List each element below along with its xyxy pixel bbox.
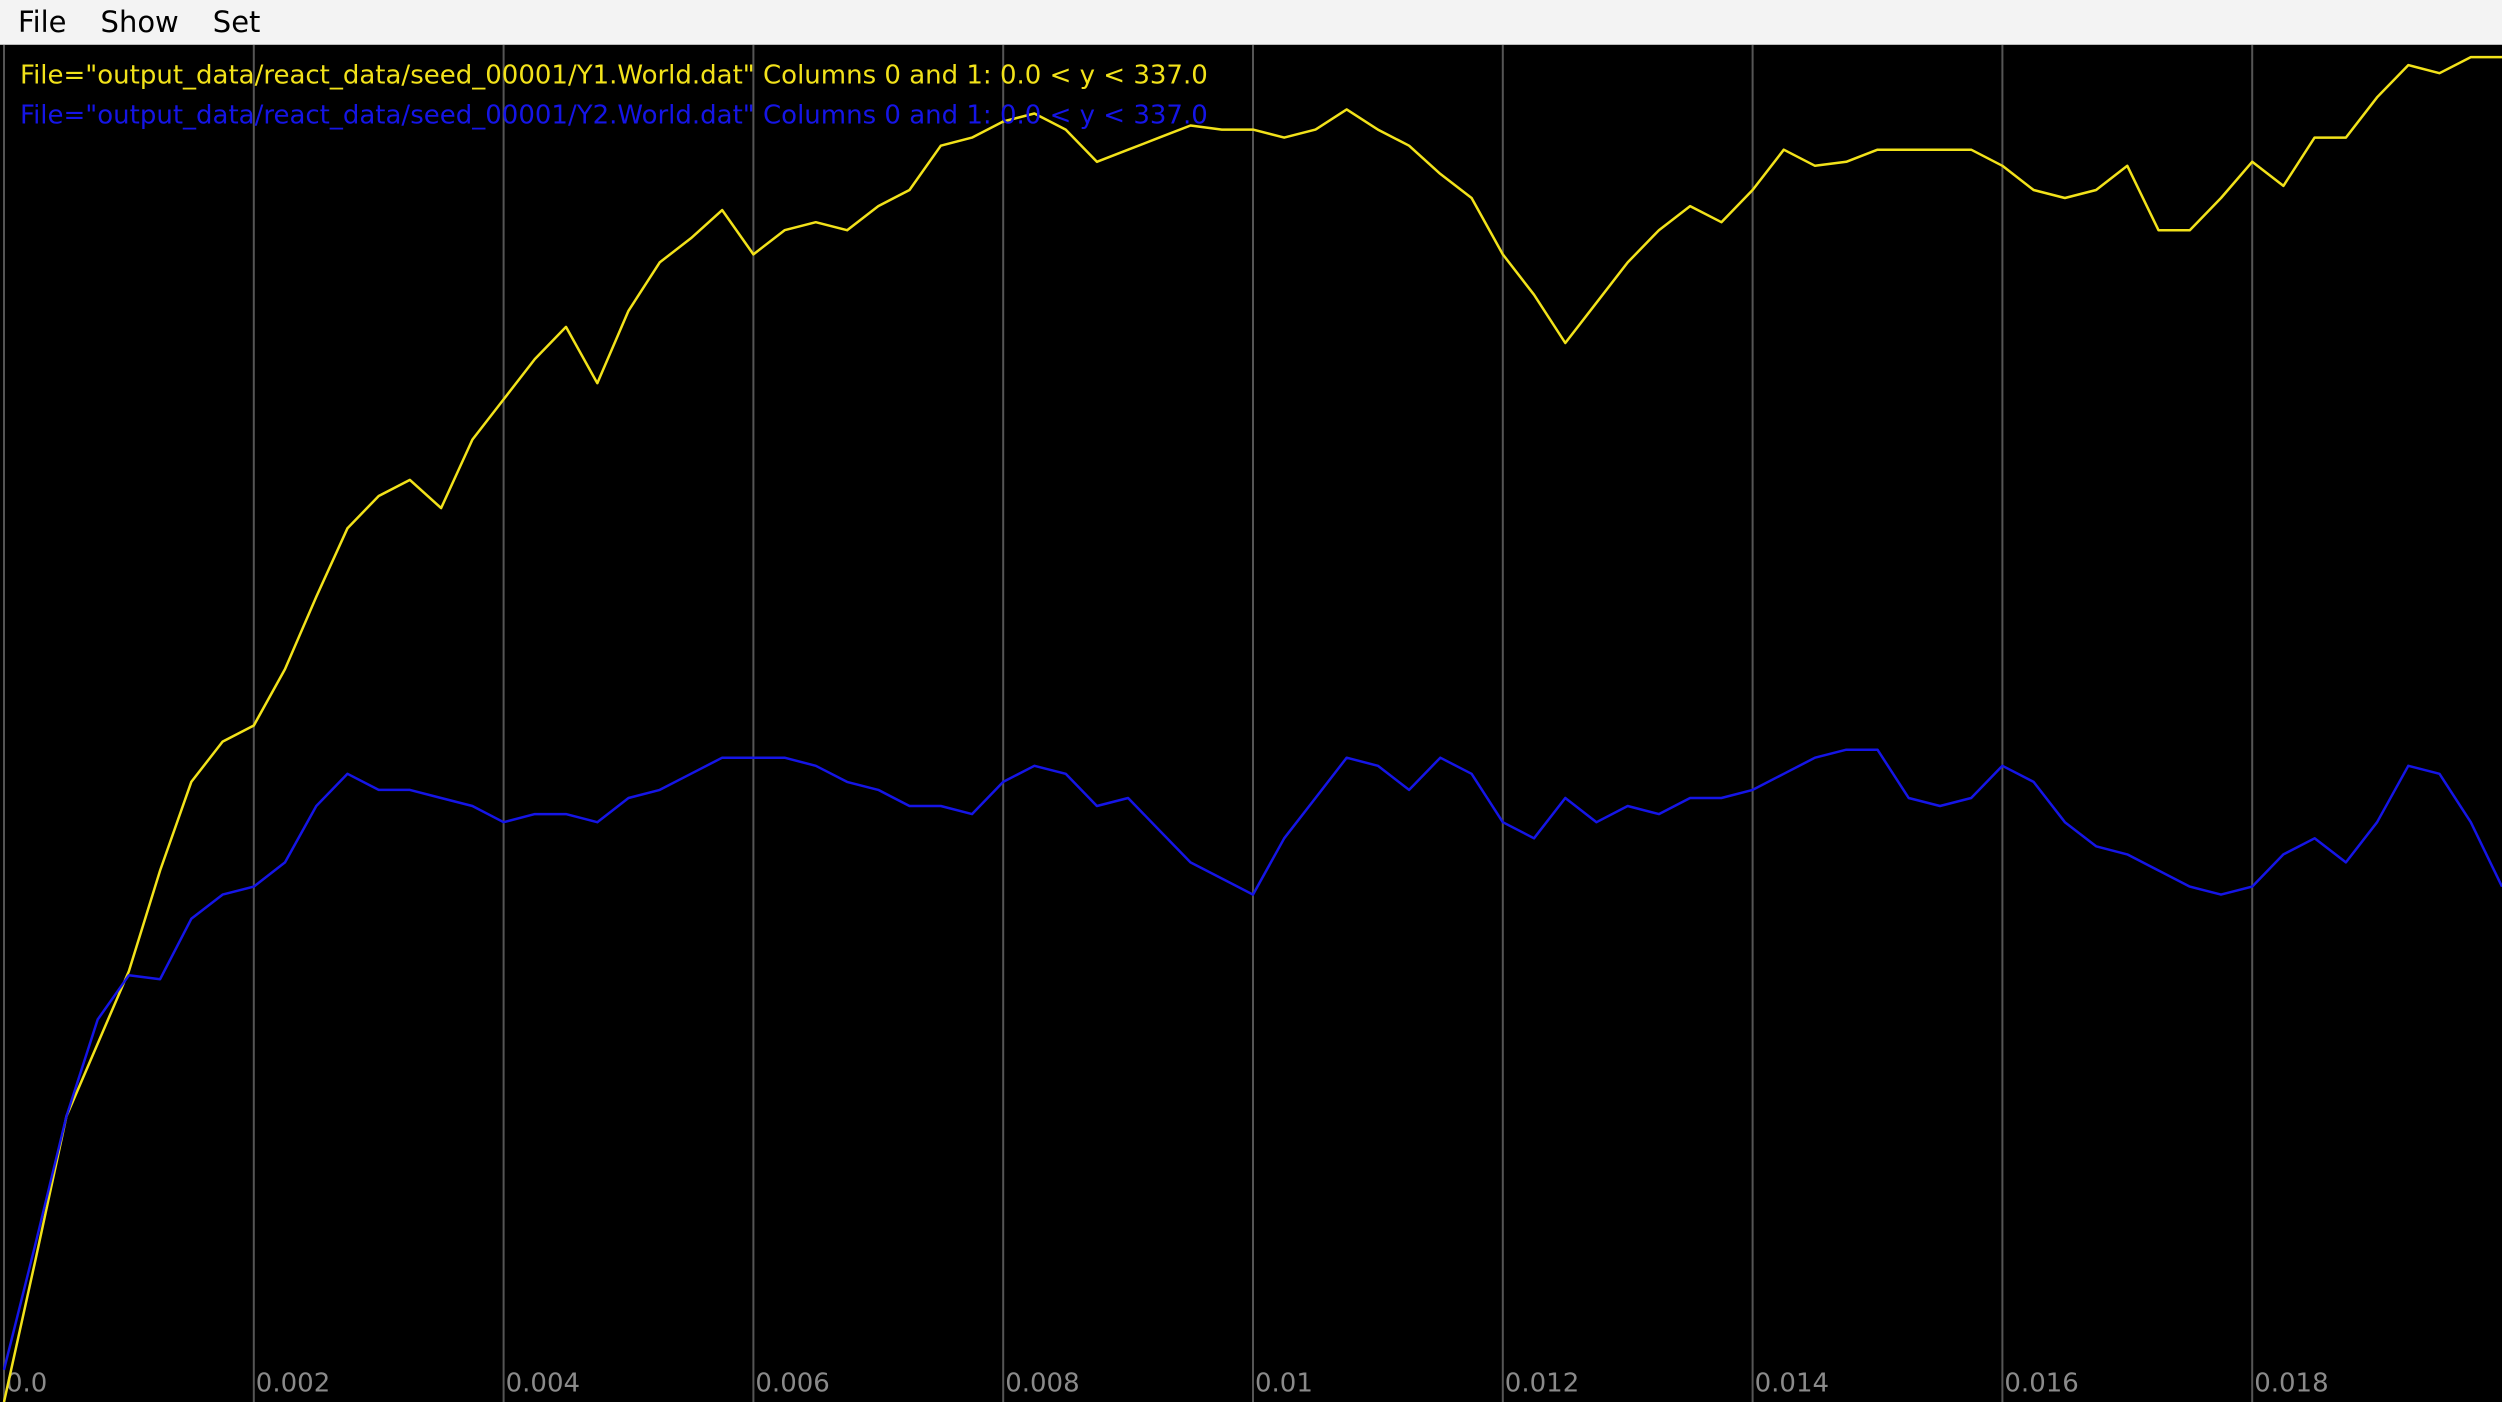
menu-item[interactable]: Show [100, 5, 179, 39]
menu-item[interactable]: Set [212, 5, 261, 39]
x-tick-label: 0.0 [6, 1369, 47, 1399]
chart: 0.0 0.002 0.004 0.006 0.008 0.01 0.012 0.014 0.0… [2, 45, 2502, 1402]
x-tick-label: 0.01 [1255, 1369, 1313, 1399]
x-tick-label: 0.012 [1505, 1369, 1579, 1399]
x-tick-label: 0.018 [2254, 1369, 2328, 1399]
legend-entry: File="output_data/react_data/seed_00001/… [20, 61, 1208, 91]
x-tick-label: 0.002 [256, 1369, 330, 1399]
x-tick-label: 0.014 [1755, 1369, 1829, 1399]
series-line [2, 748, 2502, 1371]
x-tick-label: 0.006 [755, 1369, 829, 1399]
menu-item[interactable]: File [18, 5, 67, 39]
series-line [2, 55, 2502, 1402]
menu-bar: File Show Set [0, 0, 2502, 45]
x-tick-label: 0.008 [1005, 1369, 1079, 1399]
x-tick-label: 0.004 [506, 1369, 580, 1399]
legend-entry: File="output_data/react_data/seed_00001/… [20, 101, 1208, 131]
x-tick-label: 0.016 [2004, 1369, 2078, 1399]
